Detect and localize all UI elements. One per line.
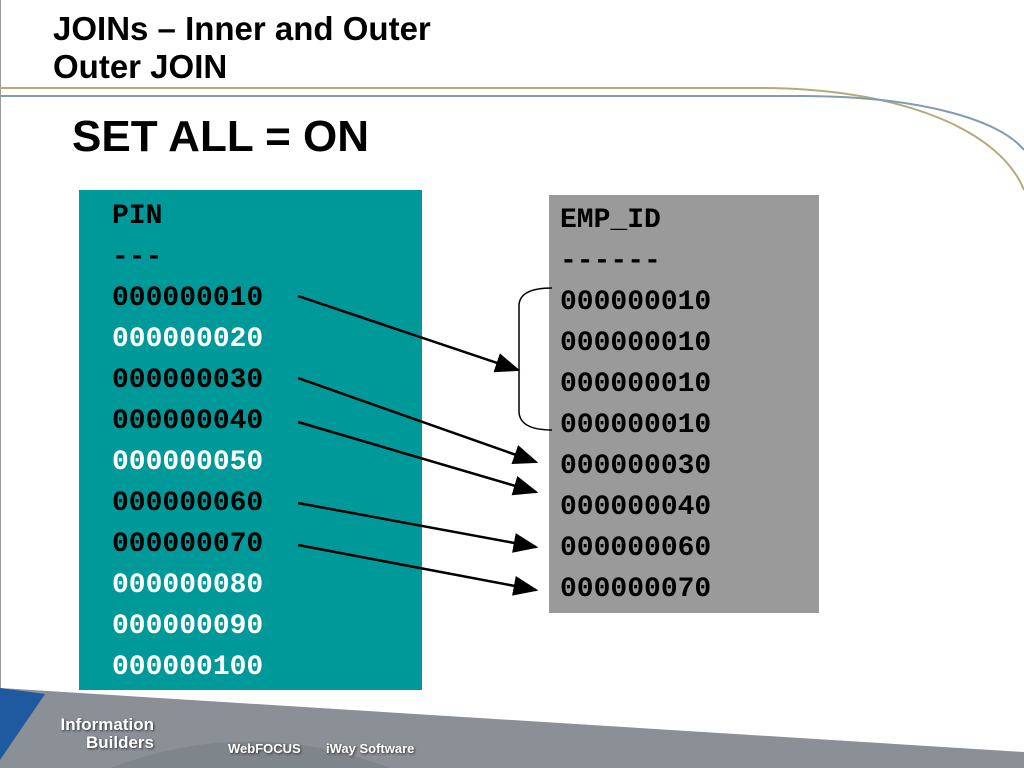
pin-row: 000000040: [112, 406, 264, 437]
emp-id-header: EMP_ID: [560, 205, 661, 236]
pin-row: 000000080: [112, 570, 264, 601]
blue-rule: [0, 95, 1024, 151]
pin-separator: ---: [112, 242, 163, 273]
arrow-010: [297, 294, 521, 373]
emp-id-row: 000000060: [560, 533, 712, 564]
footer-iway: iWay Software: [326, 741, 415, 756]
footer-swoosh: [110, 741, 390, 768]
pin-row: 000000070: [112, 529, 264, 560]
gold-rule: [0, 87, 1024, 191]
arrow-030: [297, 376, 539, 464]
pin-header: PIN: [112, 201, 163, 232]
pin-row: 000000050: [112, 447, 264, 478]
emp-id-table-box: [549, 195, 819, 613]
emp-id-row: 000000010: [560, 328, 712, 359]
emp-id-separator: ------: [560, 246, 661, 277]
arrow-070: [297, 543, 539, 596]
emp-id-row: 000000040: [560, 492, 712, 523]
emp-id-row: 000000010: [560, 410, 712, 441]
pin-row: 000000010: [112, 283, 264, 314]
pin-row: 000000020: [112, 324, 264, 355]
bracket: [518, 287, 553, 431]
slide-title: JOINs – Inner and Outer Outer JOIN: [53, 10, 431, 85]
information-builders-logo: Information Builders: [60, 715, 155, 752]
arrow-040: [297, 420, 539, 496]
pin-row: 000000090: [112, 611, 264, 642]
pin-row: 000000030: [112, 365, 264, 396]
emp-id-row: 000000010: [560, 369, 712, 400]
slide-subtitle: SET ALL = ON: [72, 112, 370, 161]
pin-table-box: [79, 190, 422, 690]
emp-id-row: 000000070: [560, 574, 712, 605]
pin-row: 000000060: [112, 488, 264, 519]
pin-column: PIN --- 000000010 000000020 000000030 00000…: [112, 196, 263, 688]
footer-webfocus: WebFOCUS: [228, 741, 301, 756]
emp-id-row: 000000030: [560, 451, 712, 482]
emp-id-row: 000000010: [560, 287, 712, 318]
emp-id-column: EMP_ID ------ 000000010 000000010 00000001…: [560, 200, 711, 610]
pin-row: 000000100: [112, 652, 264, 683]
arrow-060: [297, 501, 539, 553]
footer-blue-corner: [0, 688, 45, 760]
